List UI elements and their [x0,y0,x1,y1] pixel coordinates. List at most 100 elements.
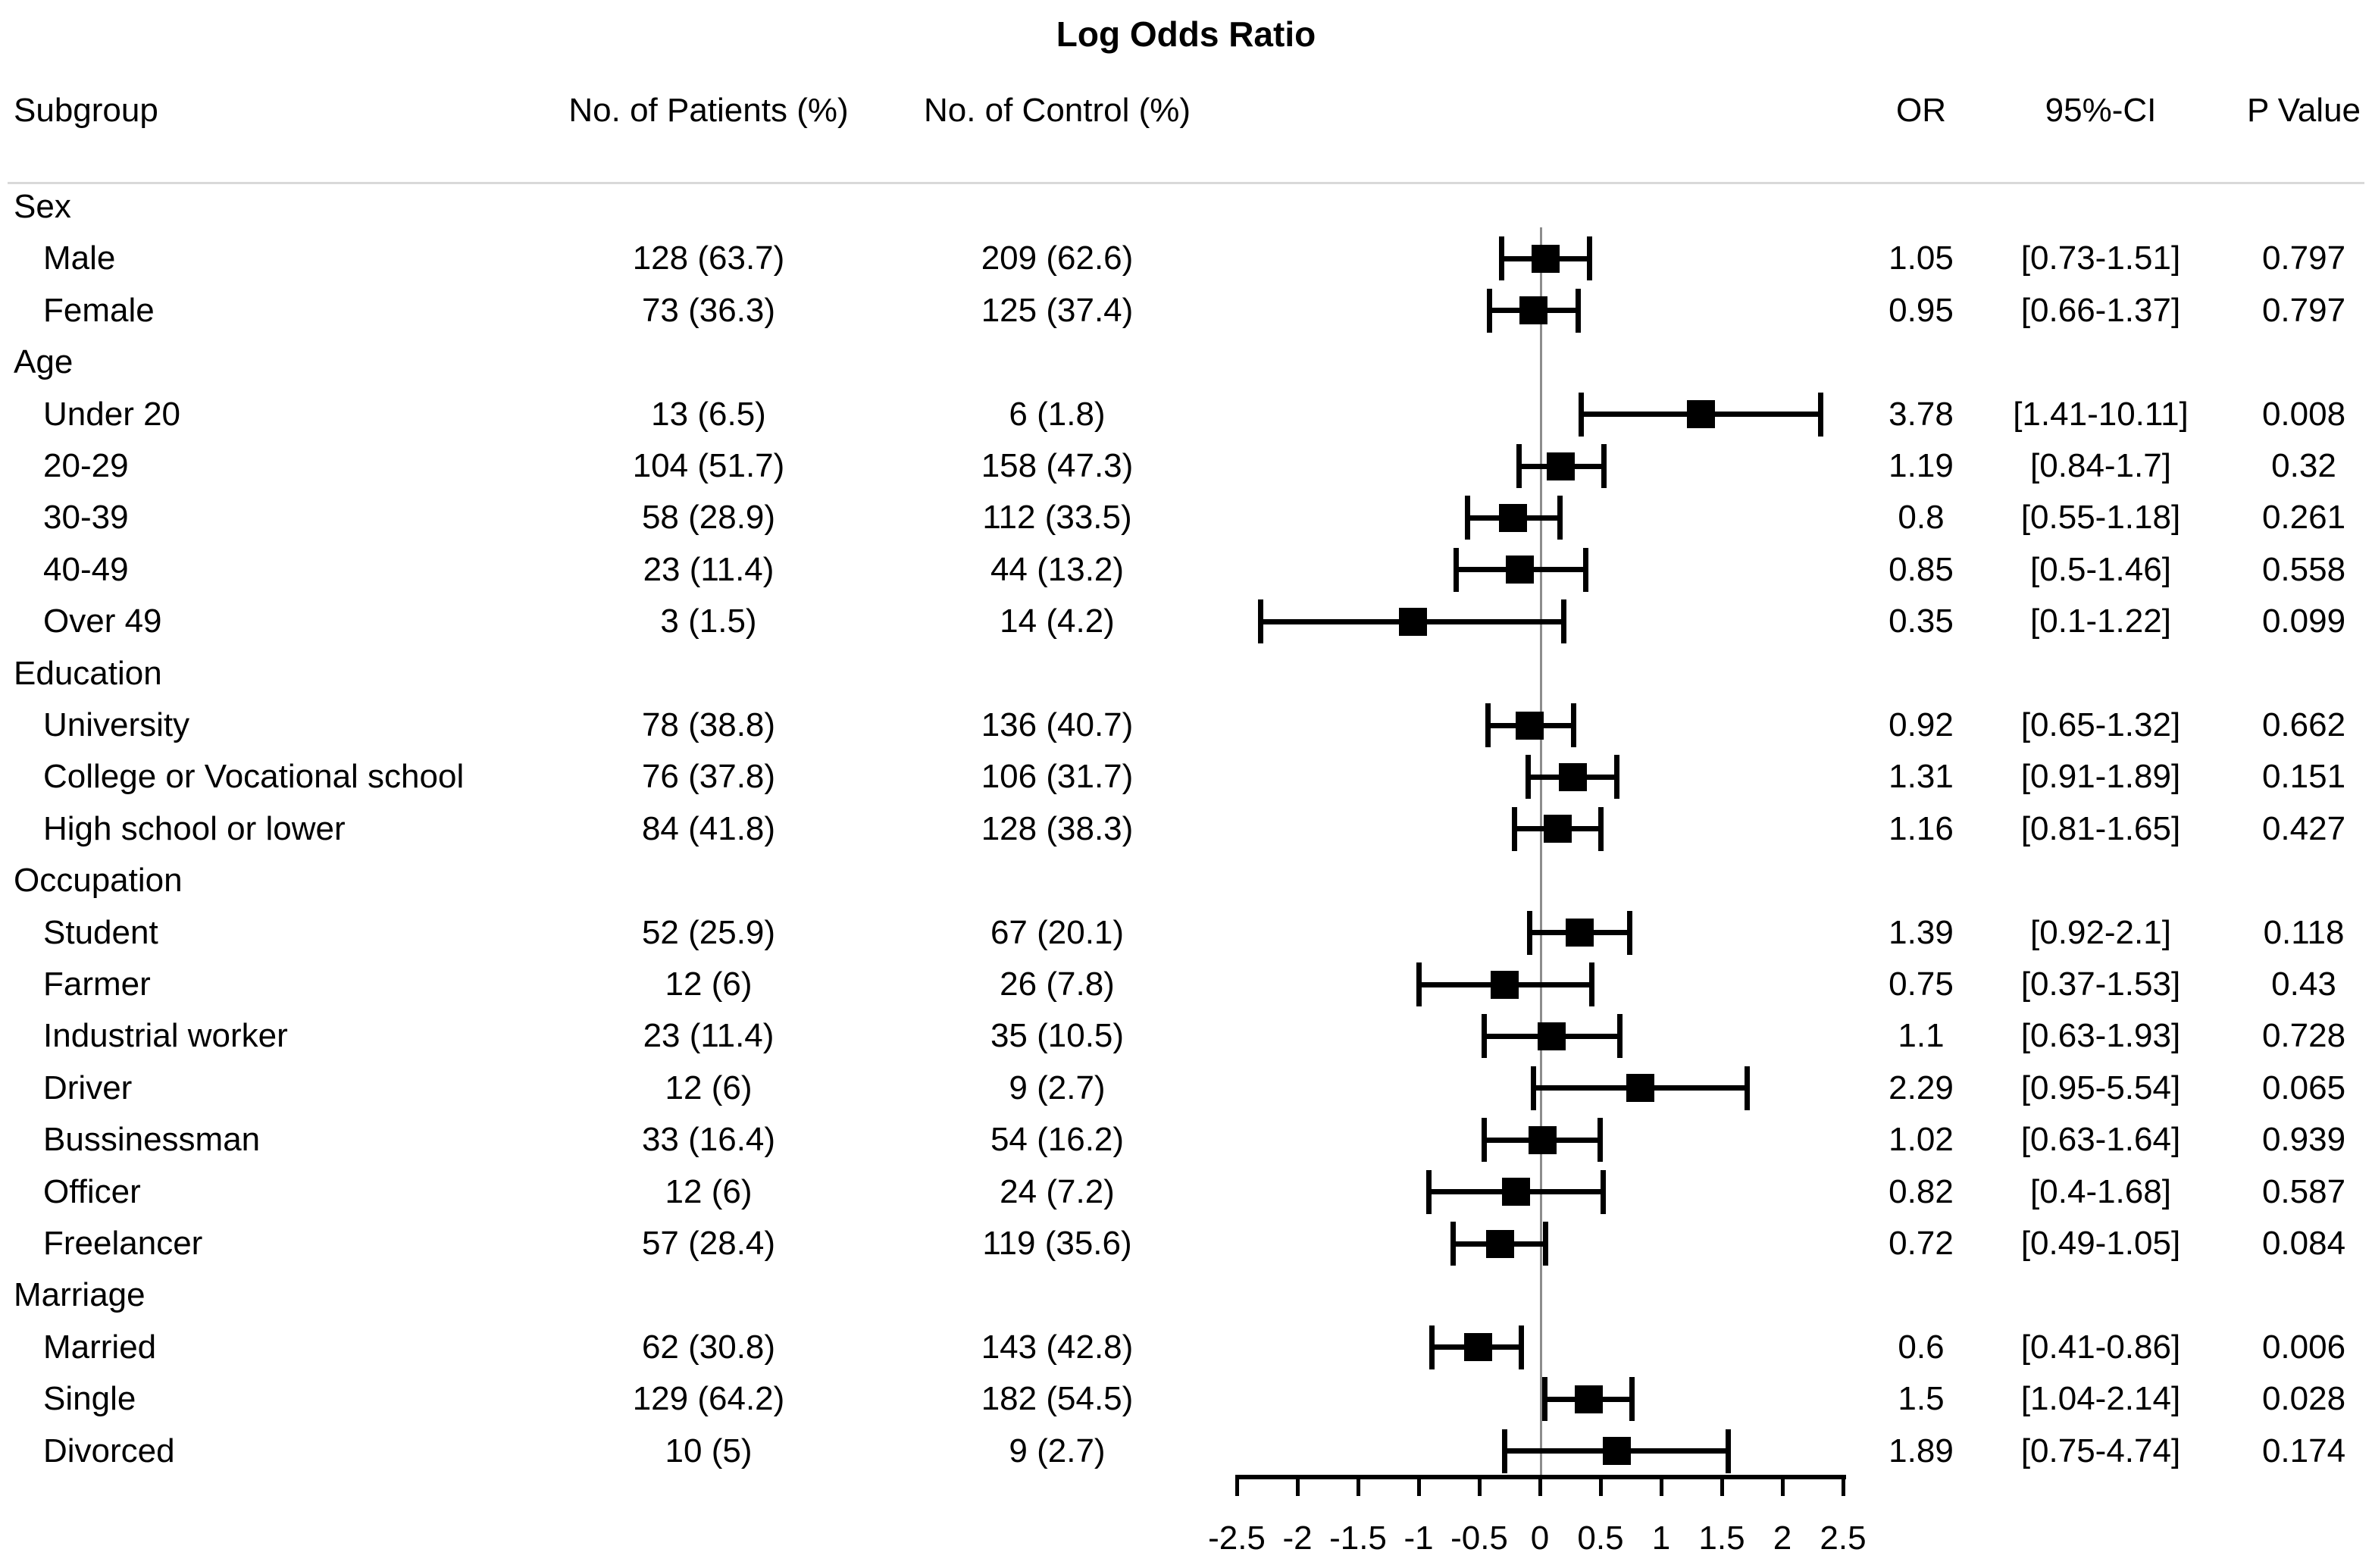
p-value: 0.662 [2261,706,2346,743]
ci-cap-right [1570,703,1576,747]
control-value: 9 (2.7) [1009,1432,1106,1469]
ci-value: [0.66-1.37] [2020,291,2181,329]
or-value: 0.72 [1889,1225,1954,1262]
or-marker [1566,919,1594,947]
patients-value: 78 (38.8) [641,706,776,743]
p-value: 0.118 [2263,913,2345,951]
p-value: 0.151 [2261,758,2346,796]
ci-value: [1.41-10.11] [2013,395,2189,433]
ci-cap-right [1588,962,1594,1006]
ci-cap-right [1601,444,1607,488]
ci-value: [0.37-1.53] [2020,966,2181,1003]
p-value: 0.099 [2261,602,2346,640]
x-axis-tick-label: -1.5 [1329,1519,1387,1557]
control-value: 209 (62.6) [981,239,1134,277]
or-marker [1687,400,1716,429]
x-axis-tick [1478,1475,1482,1496]
patients-value: 10 (5) [665,1432,753,1469]
or-value: 0.95 [1889,291,1954,329]
ci-cap-left [1258,599,1264,644]
control-value: 128 (38.3) [981,809,1134,847]
subgroup-label: Under 20 [43,395,181,433]
control-value: 35 (10.5) [990,1017,1125,1055]
ci-value: [0.81-1.65] [2020,809,2181,847]
or-marker [1575,1385,1604,1413]
control-value: 112 (33.5) [982,499,1132,537]
ci-cap-left [1541,1377,1547,1422]
subgroup-label: Officer [43,1172,141,1210]
group-label: Age [14,343,74,381]
p-value: 0.558 [2261,550,2346,588]
patients-value: 84 (41.8) [641,809,776,847]
or-marker [1603,1437,1632,1466]
or-marker [1501,1178,1530,1207]
control-value: 182 (54.5) [981,1380,1134,1418]
subgroup-label: University [43,706,190,743]
patients-value: 23 (11.4) [643,1017,774,1055]
patients-value: 12 (6) [665,1069,753,1106]
x-axis-tick-label: 1.5 [1698,1519,1745,1557]
ci-value: [0.63-1.93] [2020,1017,2181,1055]
or-marker [1498,503,1527,532]
subgroup-label: Over 49 [43,602,162,640]
ci-cap-right [1627,910,1633,955]
or-value: 0.8 [1898,499,1945,537]
or-value: 1.39 [1889,913,1954,951]
ci-cap-left [1526,755,1532,800]
or-value: 0.85 [1889,550,1954,588]
x-axis-tick-label: -2.5 [1208,1519,1266,1557]
control-value: 125 (37.4) [981,291,1134,329]
p-value: 0.084 [2261,1225,2346,1262]
p-value: 0.174 [2261,1432,2346,1469]
or-value: 1.19 [1889,447,1954,484]
p-value: 0.797 [2261,291,2346,329]
control-value: 14 (4.2) [1000,602,1115,640]
group-label: Sex [14,188,71,225]
x-axis-tick-label: -0.5 [1450,1519,1508,1557]
patients-value: 104 (51.7) [632,447,785,484]
ci-cap-left [1516,444,1522,488]
ci-cap-left [1453,547,1459,592]
subgroup-label: 20-29 [43,447,129,484]
ci-value: [0.1-1.22] [2030,602,2171,640]
ci-value: [0.63-1.64] [2020,1121,2181,1159]
x-axis-tick [1296,1475,1300,1496]
or-value: 0.92 [1889,706,1954,743]
column-header-patients: No. of Patients (%) [568,92,849,129]
x-axis-tick-label: 0 [1530,1519,1550,1557]
chart-title: Log Odds Ratio [1056,14,1316,54]
column-header-ci: 95%-CI [2045,92,2157,129]
ci-cap-left [1579,392,1585,437]
subgroup-label: 40-49 [43,550,129,588]
ci-value: [0.95-5.54] [2020,1069,2181,1106]
or-value: 3.78 [1889,395,1954,433]
patients-value: 12 (6) [665,1172,753,1210]
x-axis-tick [1842,1475,1845,1496]
ci-value: [0.84-1.7] [2030,447,2171,484]
or-marker [1519,296,1548,325]
ci-cap-right [1614,755,1620,800]
x-axis-tick [1235,1475,1239,1496]
ci-cap-right [1557,496,1563,540]
control-value: 67 (20.1) [990,913,1125,951]
patients-value: 12 (6) [665,966,753,1003]
p-value: 0.728 [2261,1017,2346,1055]
control-value: 6 (1.8) [1009,395,1106,433]
or-marker [1398,607,1427,636]
patients-value: 129 (64.2) [632,1380,785,1418]
p-value: 0.587 [2261,1172,2346,1210]
or-marker [1558,762,1587,791]
ci-value: [0.55-1.18] [2020,499,2181,537]
p-value: 0.065 [2261,1069,2346,1106]
subgroup-label: 30-39 [43,499,129,537]
ci-cap-right [1600,1169,1606,1214]
or-value: 1.1 [1898,1017,1945,1055]
ci-cap-left [1481,1014,1487,1059]
ci-cap-left [1487,288,1493,333]
x-axis-tick-label: 2.5 [1820,1519,1867,1557]
column-header-pvalue: P Value [2246,92,2361,129]
or-marker [1532,244,1560,273]
x-axis-tick [1599,1475,1603,1496]
subgroup-label: Divorced [43,1432,175,1469]
